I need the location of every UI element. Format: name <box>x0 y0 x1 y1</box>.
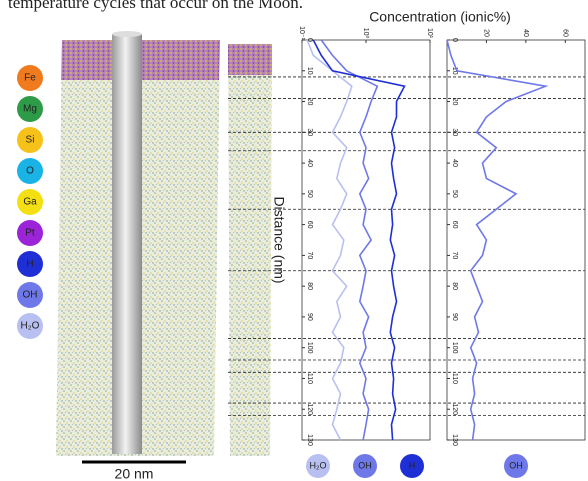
legend-swatch <box>17 96 43 122</box>
distance-tick-label: 120 <box>306 403 313 415</box>
legend-label: Fe <box>24 73 36 84</box>
distance-tick-label: 0 <box>306 38 313 42</box>
legend-swatch <box>17 127 43 153</box>
distance-tick-label: 100 <box>306 342 313 354</box>
legend-label: Mg <box>23 104 37 115</box>
series-line <box>446 39 549 441</box>
distance-tick-label: 80 <box>451 282 458 290</box>
legend-label: Pt <box>25 228 35 239</box>
series-line <box>320 39 379 441</box>
caption-fragment: temperature cycles that occur on the Moo… <box>8 0 303 12</box>
conc-tick-label: 40 <box>522 29 529 37</box>
distance-tick-label: 100 <box>451 342 458 354</box>
distance-tick-label: 40 <box>306 159 313 167</box>
distance-tick-label: 60 <box>451 221 458 229</box>
legend-swatch <box>353 454 377 478</box>
legend-label: H <box>26 259 33 270</box>
distance-tick-label: 90 <box>451 313 458 321</box>
legend-swatch <box>17 251 43 277</box>
legend-label: O <box>26 166 34 177</box>
scale-label: 20 nm <box>115 466 154 481</box>
legend-swatch <box>17 313 43 339</box>
slice <box>228 44 272 456</box>
distance-tick-label: 20 <box>451 98 458 106</box>
distance-tick-label: 50 <box>306 190 313 198</box>
legend-label: OH <box>23 290 38 301</box>
legend-label: H <box>409 460 416 470</box>
series-line <box>312 39 406 441</box>
legend-swatch <box>400 454 424 478</box>
legend-swatch <box>17 189 43 215</box>
legend-swatch <box>17 65 43 91</box>
legend-label: H₂O <box>21 321 40 332</box>
distance-tick-label: 130 <box>306 434 313 446</box>
slice-crust <box>228 44 272 75</box>
legend-label: OH <box>358 460 372 470</box>
distance-tick-label: 60 <box>306 221 313 229</box>
distance-tick-label: 20 <box>306 98 313 106</box>
distance-tick-label: 90 <box>306 313 313 321</box>
distance-tick-label: 10 <box>306 67 313 75</box>
distance-tick-label: 70 <box>451 251 458 259</box>
legend-label: H₂O <box>310 460 327 470</box>
legend-swatch <box>306 454 330 478</box>
cylinder <box>112 34 142 454</box>
distance-tick-label: 110 <box>451 373 458 384</box>
conc-tick-label: 20 <box>483 29 490 37</box>
legend-swatch <box>17 158 43 184</box>
cylinder-top <box>112 31 142 37</box>
distance-tick-label: 0 <box>451 38 458 42</box>
distance-tick-label: 130 <box>451 434 458 446</box>
legend-label: Si <box>26 135 35 146</box>
distance-tick-label: 120 <box>451 403 458 415</box>
series-line <box>306 39 353 441</box>
conc-tick-label: 60 <box>561 29 568 37</box>
legend-label: Ga <box>23 197 37 208</box>
distance-tick-label: 50 <box>451 190 458 198</box>
distance-tick-label: 10 <box>451 67 458 75</box>
conc-tick-label: 10¹ <box>426 28 433 39</box>
plot-frame <box>446 39 586 441</box>
distance-tick-label: 40 <box>451 159 458 167</box>
legend-swatch <box>17 282 43 308</box>
distance-tick-label: 30 <box>451 128 458 136</box>
legend-label: OH <box>509 460 523 470</box>
conc-tick-label: 10⁰ <box>362 28 370 39</box>
legend-swatch <box>504 454 528 478</box>
chart-title: Concentration (ionic%) <box>369 9 511 25</box>
legend-swatch <box>17 220 43 246</box>
distance-tick-label: 80 <box>306 282 313 290</box>
conc-tick-label: 10⁻¹ <box>298 26 305 40</box>
distance-tick-label: 110 <box>306 373 313 384</box>
distance-tick-label: 70 <box>306 251 313 259</box>
y-axis-label: Distance (nm) <box>271 196 287 283</box>
